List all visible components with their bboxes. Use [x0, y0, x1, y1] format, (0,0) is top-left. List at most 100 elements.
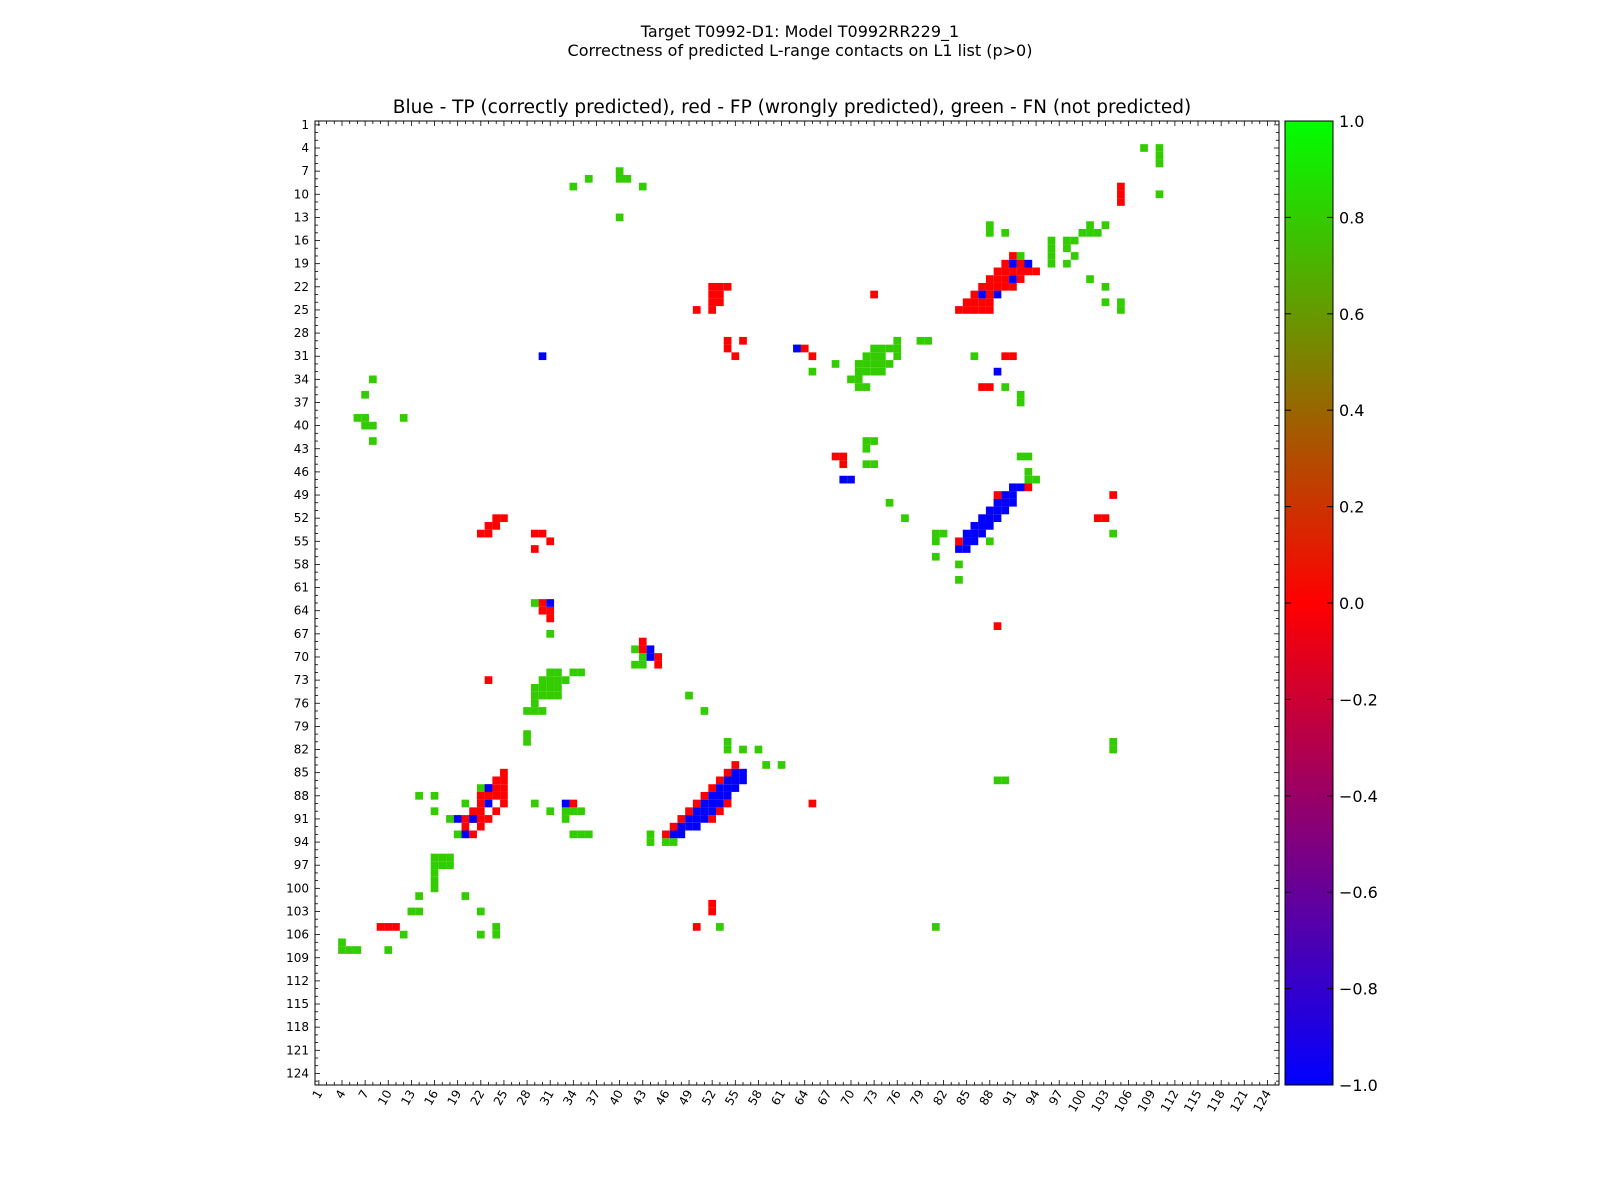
fp-contact-cell — [492, 522, 501, 530]
fn-contact-cell — [384, 946, 393, 954]
tp-contact-cell — [970, 522, 979, 530]
fn-contact-cell — [569, 182, 578, 191]
fp-contact-cell — [1024, 267, 1033, 276]
fn-contact-cell — [1155, 190, 1164, 199]
fp-contact-cell — [808, 352, 817, 361]
y-tick-label: 43 — [294, 442, 309, 456]
fn-contact-cell — [685, 691, 693, 700]
fp-contact-cell — [638, 637, 647, 646]
colorbar-tick-label: 1.0 — [1339, 112, 1364, 131]
fp-contact-cell — [708, 815, 717, 823]
fn-contact-cell — [546, 629, 555, 638]
fn-contact-cell — [862, 383, 871, 391]
tp-contact-cell — [978, 290, 986, 299]
fn-contact-cell — [870, 367, 878, 376]
fn-contact-cell — [615, 174, 624, 183]
fp-contact-cell — [985, 383, 994, 391]
y-tick-label: 46 — [294, 465, 309, 479]
fp-contact-cell — [831, 452, 840, 461]
fn-contact-cell — [523, 730, 531, 738]
fn-contact-cell — [739, 745, 747, 754]
fn-contact-cell — [985, 228, 994, 237]
tp-contact-cell — [484, 784, 493, 792]
fn-contact-cell — [931, 537, 940, 546]
fn-contact-cell — [870, 460, 878, 469]
plot-frame — [314, 120, 1280, 1086]
fn-contact-cell — [955, 576, 963, 584]
fp-contact-cell — [985, 282, 994, 291]
x-tick-label: 118 — [1204, 1088, 1228, 1115]
fn-contact-cell — [638, 182, 647, 191]
fn-contact-cell — [638, 653, 647, 661]
tp-contact-cell — [993, 514, 1002, 523]
x-tick-label: 46 — [653, 1088, 673, 1108]
x-tick-label: 1 — [310, 1088, 326, 1102]
tp-contact-cell — [716, 784, 724, 792]
fp-contact-cell — [476, 822, 485, 831]
tp-contact-cell — [708, 799, 717, 808]
fn-contact-cell — [1001, 383, 1010, 391]
x-tick-label: 82 — [930, 1088, 950, 1108]
fp-contact-cell — [1117, 190, 1125, 199]
fp-contact-cell — [492, 807, 501, 816]
axis-ticks — [315, 121, 1279, 1085]
fn-contact-cell — [1117, 298, 1125, 307]
fp-contact-cell — [993, 275, 1002, 283]
fn-contact-cell — [546, 683, 555, 692]
fp-contact-cell — [476, 791, 485, 800]
fp-contact-cell — [1016, 267, 1025, 276]
fp-contact-cell — [970, 306, 979, 314]
fn-contact-cell — [1016, 452, 1025, 461]
tp-contact-cell — [1009, 259, 1017, 268]
fn-contact-cell — [492, 923, 501, 931]
fn-contact-cell — [476, 907, 485, 916]
y-tick-label: 22 — [294, 280, 309, 294]
fp-contact-cell — [708, 290, 717, 299]
fp-contact-cell — [716, 776, 724, 785]
tp-contact-cell — [955, 545, 963, 553]
fn-contact-cell — [430, 869, 439, 877]
fn-contact-cell — [885, 344, 894, 353]
tp-contact-cell — [1009, 498, 1017, 507]
colorbar-tick-label: 0.4 — [1339, 401, 1364, 420]
fn-contact-cell — [870, 352, 878, 361]
y-tick-label: 55 — [294, 534, 309, 548]
y-tick-label: 124 — [286, 1066, 309, 1080]
fn-contact-cell — [476, 784, 485, 792]
fp-contact-cell — [955, 537, 963, 546]
fn-contact-cell — [808, 367, 817, 376]
y-tick-label: 76 — [294, 696, 309, 710]
fp-contact-cell — [500, 514, 508, 523]
fp-contact-cell — [985, 290, 994, 299]
fn-contact-cell — [1109, 745, 1118, 754]
fn-contact-cell — [338, 946, 346, 954]
fn-contact-cell — [1078, 228, 1087, 237]
x-tick-label: 58 — [745, 1088, 765, 1108]
y-tick-label: 115 — [286, 997, 309, 1011]
y-tick-label: 28 — [294, 326, 309, 340]
fp-contact-cell — [500, 791, 508, 800]
x-tick-label: 115 — [1181, 1088, 1205, 1115]
fp-contact-cell — [1009, 252, 1017, 260]
fn-contact-cell — [1101, 282, 1110, 291]
fp-contact-cell — [1117, 182, 1125, 191]
tp-contact-cell — [546, 599, 555, 607]
colorbar-ticks: 1.0 0.8 0.6 0.4 0.2 0.0 −0.2 −0.4 −0.6 −0.8 −1.0 — [1285, 112, 1378, 1095]
fp-contact-cell — [492, 514, 501, 523]
y-tick-label: 10 — [294, 187, 309, 201]
colorbar-tick-label: −0.4 — [1339, 787, 1378, 806]
fp-contact-cell — [708, 298, 717, 307]
fn-contact-cell — [854, 383, 863, 391]
fn-contact-cell — [1086, 228, 1094, 237]
fn-contact-cell — [885, 360, 894, 368]
x-tick-label: 67 — [815, 1088, 835, 1108]
tp-contact-cell — [985, 522, 994, 530]
fn-contact-cell — [453, 830, 462, 839]
y-tick-label: 67 — [294, 627, 309, 641]
fp-contact-cell — [962, 306, 971, 314]
fn-contact-cell — [985, 221, 994, 229]
y-tick-label: 97 — [294, 858, 309, 872]
y-tick-label: 19 — [294, 257, 309, 271]
fp-contact-cell — [538, 606, 547, 615]
y-tick-label: 58 — [294, 557, 309, 571]
